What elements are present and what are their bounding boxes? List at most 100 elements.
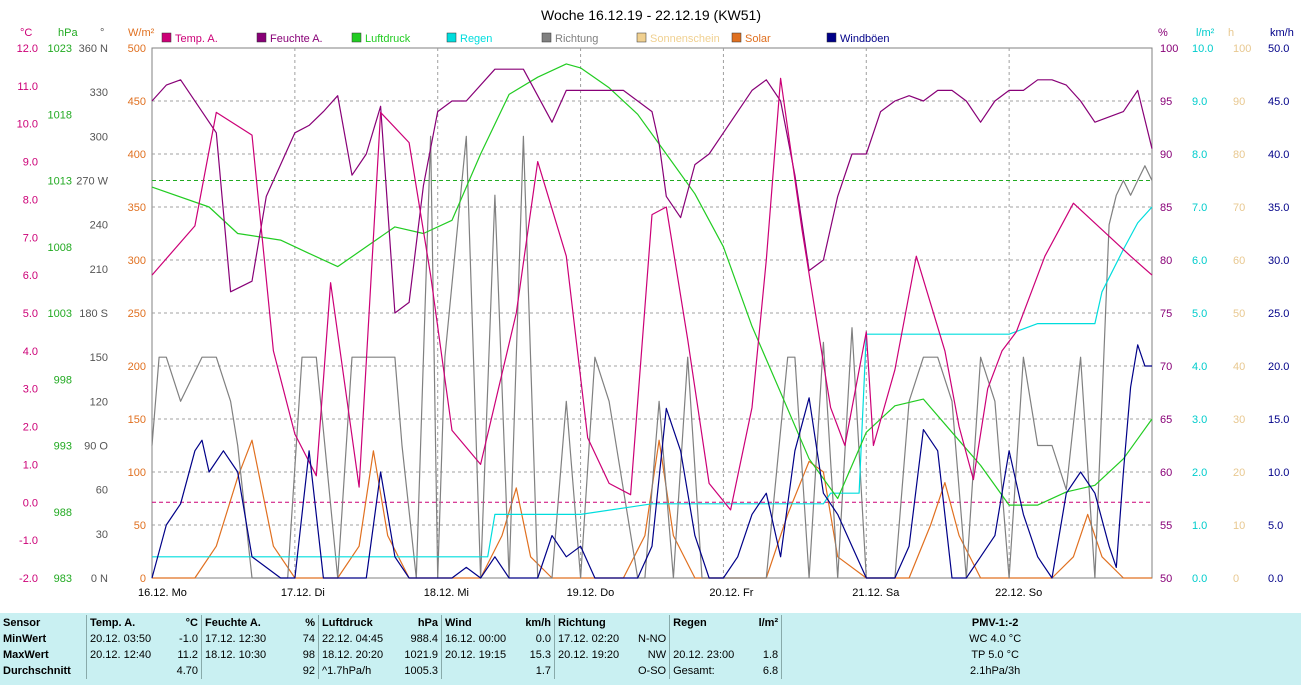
- pressure-tick-label: 1023: [48, 43, 72, 55]
- feuchte-time: [201, 663, 288, 679]
- x-tick-label: 21.12. Sa: [852, 587, 900, 599]
- temp-tick-label: -1.0: [19, 535, 38, 547]
- summary-row-average: Durchschnitt 4.70 92 ^1.7hPa/h 1005.3 1.…: [0, 663, 1209, 679]
- sunshine-axis-unit: h: [1228, 27, 1234, 39]
- temp-tick-label: 8.0: [23, 194, 38, 206]
- sunshine-tick-label: 80: [1233, 149, 1245, 161]
- direction-tick-label: 180 S: [79, 308, 108, 320]
- richtung-value: O-SO: [638, 665, 667, 677]
- legend-item: Solar: [731, 32, 771, 45]
- rain-tick-label: 2.0: [1192, 467, 1207, 479]
- pressure-axis-unit: hPa: [58, 27, 78, 39]
- richtung-time: [554, 663, 635, 679]
- legend-swatch: [826, 32, 837, 43]
- direction-tick-label: 90 O: [84, 441, 108, 453]
- x-tick-label: 17.12. Di: [281, 587, 325, 599]
- solar-tick-label: 0: [140, 573, 146, 585]
- regen-time: Gesamt:: [669, 663, 752, 679]
- regen-value: [751, 631, 782, 647]
- x-tick-label: 19.12. Do: [567, 587, 615, 599]
- luftdruck-time: ^1.7hPa/h: [318, 663, 395, 679]
- sunshine-tick-label: 40: [1233, 361, 1245, 373]
- legend-swatch: [161, 32, 172, 43]
- rain-axis-unit: l/m²: [1196, 27, 1215, 39]
- header-temp: Temp. A.: [86, 615, 173, 631]
- humidity-tick-label: 80: [1160, 255, 1172, 267]
- pressure-tick-label: 983: [54, 573, 72, 585]
- solar-tick-label: 100: [128, 467, 146, 479]
- legend-label: Temp. A.: [175, 33, 218, 45]
- wind-tick-label: 5.0: [1268, 520, 1283, 532]
- series-line-windböen: [151, 344, 1152, 579]
- regen-value: 6.8: [762, 665, 779, 677]
- header-feuchte: Feuchte A.: [201, 615, 288, 631]
- header-feuchte-unit: %: [305, 617, 315, 629]
- temp-axis-unit: °C: [20, 27, 32, 39]
- temp-value: -1.0: [179, 633, 198, 645]
- rain-tick-label: 6.0: [1192, 255, 1207, 267]
- header-wind-unit: km/h: [525, 617, 551, 629]
- solar-tick-label: 250: [128, 308, 146, 320]
- temp-tick-label: 11.0: [17, 81, 38, 93]
- rain-tick-label: 4.0: [1192, 361, 1207, 373]
- header-wind: Wind: [441, 615, 518, 631]
- row-label: Durchschnitt: [3, 665, 71, 677]
- wind-value: 15.3: [529, 649, 551, 661]
- humidity-tick-label: 95: [1160, 96, 1172, 108]
- direction-tick-label: 360 N: [79, 43, 108, 55]
- legend-swatch: [731, 32, 742, 43]
- legend-label: Solar: [745, 33, 771, 45]
- direction-axis-unit: °: [100, 27, 104, 39]
- temp-value: 4.70: [176, 665, 198, 677]
- pressure-tick-label: 1018: [48, 109, 72, 121]
- solar-tick-label: 450: [128, 96, 146, 108]
- richtung-time: 20.12. 19:20: [554, 647, 635, 663]
- legend-label: Richtung: [555, 33, 598, 45]
- humidity-tick-label: 65: [1160, 414, 1172, 426]
- temp-tick-label: 1.0: [23, 459, 38, 471]
- wind-value: 1.7: [535, 665, 551, 677]
- summary-row-max: MaxWert 20.12. 12:40 11.2 18.12. 10:30 9…: [0, 647, 1209, 663]
- legend-label: Regen: [460, 33, 492, 45]
- legend-label: Windböen: [840, 33, 890, 45]
- row-label: MinWert: [3, 633, 47, 645]
- legend-item: Luftdruck: [351, 32, 411, 45]
- sunshine-tick-label: 90: [1233, 96, 1245, 108]
- sunshine-tick-label: 10: [1233, 520, 1245, 532]
- rain-tick-label: 10.0: [1192, 43, 1213, 55]
- luftdruck-value: 1005.3: [404, 665, 438, 677]
- wind-value: 0.0: [535, 633, 551, 645]
- solar-tick-label: 500: [128, 43, 146, 55]
- direction-tick-label: 0 N: [91, 573, 108, 585]
- luftdruck-value: 988.4: [410, 633, 438, 645]
- humidity-tick-label: 75: [1160, 308, 1172, 320]
- temp-tick-label: 9.0: [23, 157, 38, 169]
- luftdruck-time: 22.12. 04:45: [318, 631, 395, 647]
- rain-tick-label: 5.0: [1192, 308, 1207, 320]
- richtung-value: NW: [647, 649, 667, 661]
- legend-label: Feuchte A.: [270, 33, 323, 45]
- rain-tick-label: 1.0: [1192, 520, 1207, 532]
- legend-swatch: [256, 32, 267, 43]
- rain-tick-label: 0.0: [1192, 573, 1207, 585]
- legend-label: Luftdruck: [365, 33, 411, 45]
- legend-item: Feuchte A.: [256, 32, 323, 45]
- feuchte-time: 18.12. 10:30: [201, 647, 288, 663]
- header-richtung-unit: [635, 615, 670, 631]
- pressure-tick-label: 993: [54, 441, 72, 453]
- header-regen-unit: l/m²: [758, 617, 779, 629]
- legend-item: Windböen: [826, 32, 890, 45]
- x-tick-label: 20.12. Fr: [709, 587, 753, 599]
- series-line-regen: [152, 206, 1153, 558]
- pmv-value: WC 4.0 °C: [781, 631, 1209, 647]
- direction-tick-label: 210: [90, 264, 108, 276]
- wind-tick-label: 45.0: [1268, 96, 1289, 108]
- feuchte-time: 17.12. 12:30: [201, 631, 288, 647]
- humidity-tick-label: 85: [1160, 202, 1172, 214]
- feuchte-value: 98: [302, 649, 315, 661]
- legend-item: Regen: [446, 32, 492, 45]
- wind-tick-label: 40.0: [1268, 149, 1289, 161]
- series-line-luftdruck: [151, 63, 1153, 506]
- temp-tick-label: 6.0: [23, 270, 38, 282]
